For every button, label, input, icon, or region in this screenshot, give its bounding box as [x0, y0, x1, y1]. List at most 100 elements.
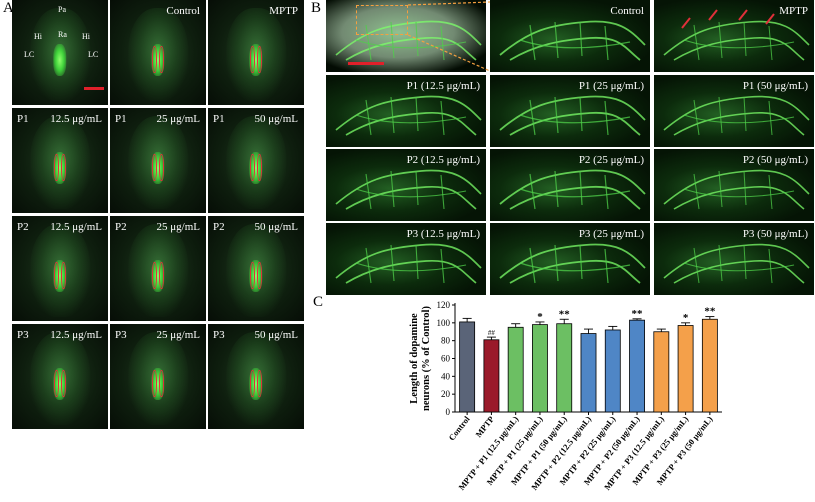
neuron-fiber	[604, 25, 609, 61]
neuron-fiber	[663, 20, 810, 56]
panel-b-image-tile: P2 (12.5 μg/mL)	[326, 149, 486, 221]
panel-b-image-tile: P2 (50 μg/mL)	[654, 149, 814, 221]
roi-outline	[60, 370, 66, 398]
tile-group-label: P3	[17, 329, 29, 341]
panel-a-image-tile: P1 25 μg/mL	[110, 108, 206, 213]
tile-group-label: P1	[17, 113, 29, 125]
tile-condition-label: P1 (50 μg/mL)	[742, 80, 808, 92]
neuron-fiber	[440, 248, 445, 284]
anatomy-label-ra: Ra	[58, 30, 67, 39]
neuron-fiber	[345, 112, 477, 136]
neuron-fiber	[519, 262, 631, 272]
tile-dose-label: 50 μg/mL	[254, 113, 298, 125]
neuron-fiber	[345, 260, 477, 284]
neuron-fiber	[335, 20, 482, 56]
neuron-fiber	[579, 96, 583, 132]
roi-outline	[54, 262, 60, 290]
tile-group-label: P1	[115, 113, 127, 125]
tile-dose-label: 25 μg/mL	[156, 221, 200, 233]
roi-outline	[60, 262, 66, 290]
neuron-fiber	[529, 247, 536, 284]
neuron-fiber	[415, 96, 419, 132]
significance-marker: ##	[488, 329, 496, 337]
neuron-fiber	[499, 20, 646, 56]
tile-condition-label: P1 (25 μg/mL)	[578, 80, 644, 92]
neuron-tracery	[499, 169, 646, 210]
neuron-fiber	[529, 99, 536, 136]
roi-outline	[256, 262, 262, 290]
neuron-fiber	[365, 24, 372, 61]
bar	[629, 319, 645, 413]
neuron-fiber	[390, 96, 395, 134]
neuron-fiber	[663, 243, 810, 279]
dopamine-neuron-cluster	[53, 44, 67, 76]
roi-outline	[152, 370, 158, 398]
tile-condition-label: P2 (25 μg/mL)	[578, 154, 644, 166]
panel-b-image-tile: P1 (12.5 μg/mL)	[326, 75, 486, 147]
red-arrow-icon	[765, 13, 775, 25]
neuron-fiber	[355, 188, 467, 198]
y-axis-title-line: Length of dopamine	[409, 313, 420, 404]
roi-outline	[158, 154, 164, 182]
neuron-fiber	[554, 170, 559, 208]
y-axis-title-line: neurons (% of Control)	[421, 306, 432, 411]
panel-b-image-tile: P1 (50 μg/mL)	[654, 75, 814, 147]
tile-dose-label: MPTP	[269, 5, 298, 17]
panel-a-image-tile: P3 25 μg/mL	[110, 324, 206, 429]
roi-outline	[256, 154, 262, 182]
neuron-fiber	[683, 114, 795, 124]
neuron-fiber	[529, 173, 536, 210]
panel-b-image-tile: P1 (25 μg/mL)	[490, 75, 650, 147]
category-label: MPTP	[473, 414, 496, 439]
tile-group-label: P2	[17, 221, 29, 233]
roi-outline	[250, 46, 256, 74]
neuron-fiber	[365, 247, 372, 284]
neuron-fiber	[768, 248, 773, 284]
tile-condition-label: Control	[610, 5, 644, 17]
panel-b-image-tile: Control	[490, 0, 650, 72]
panel-a-image-tile: Pa Ra Hi Hi LC LC	[12, 0, 108, 105]
tile-condition-label: P2 (50 μg/mL)	[742, 154, 808, 166]
roi-outline	[54, 370, 60, 398]
roi-outline	[158, 46, 164, 74]
roi-outline	[250, 262, 256, 290]
neuron-fiber	[673, 112, 805, 136]
roi-outline	[152, 46, 158, 74]
neuron-fiber	[519, 114, 631, 124]
neuron-fiber	[519, 188, 631, 198]
panel-a-image-tile: P2 12.5 μg/mL	[12, 216, 108, 321]
neuron-fiber	[365, 173, 372, 210]
bar	[507, 326, 524, 413]
neuron-fiber	[335, 169, 482, 205]
tile-condition-label: P3 (25 μg/mL)	[578, 228, 644, 240]
tile-group-label: P2	[213, 221, 225, 233]
neuron-fiber	[355, 114, 467, 124]
panel-a-letter: A	[3, 0, 14, 16]
neuron-fiber	[743, 244, 747, 280]
y-tick-label: 60	[441, 354, 451, 364]
tile-group-label: P3	[115, 329, 127, 341]
neuron-fiber	[335, 243, 482, 279]
y-tick-label: 0	[446, 407, 451, 417]
neuron-fiber	[345, 186, 477, 210]
tile-condition-label: P2 (12.5 μg/mL)	[406, 154, 480, 166]
neuron-fiber	[499, 243, 646, 279]
tile-dose-label: Control	[166, 5, 200, 17]
neuron-fiber	[415, 170, 419, 206]
red-arrow-icon	[708, 9, 718, 21]
tile-dose-label: 12.5 μg/mL	[50, 329, 102, 341]
neuron-tracery	[335, 95, 482, 136]
bar	[483, 339, 500, 413]
neuron-fiber	[693, 247, 700, 284]
tile-condition-label: MPTP	[779, 5, 808, 17]
neuron-fiber	[509, 185, 641, 210]
neuron-fiber	[554, 21, 559, 59]
neuron-tracery	[663, 9, 810, 61]
neuron-tracery	[663, 95, 810, 136]
panel-b-letter: B	[311, 0, 322, 16]
neuron-fiber	[390, 170, 395, 208]
tile-dose-label: 12.5 μg/mL	[50, 113, 102, 125]
neuron-fiber	[355, 262, 467, 272]
neuron-fiber	[673, 37, 805, 61]
